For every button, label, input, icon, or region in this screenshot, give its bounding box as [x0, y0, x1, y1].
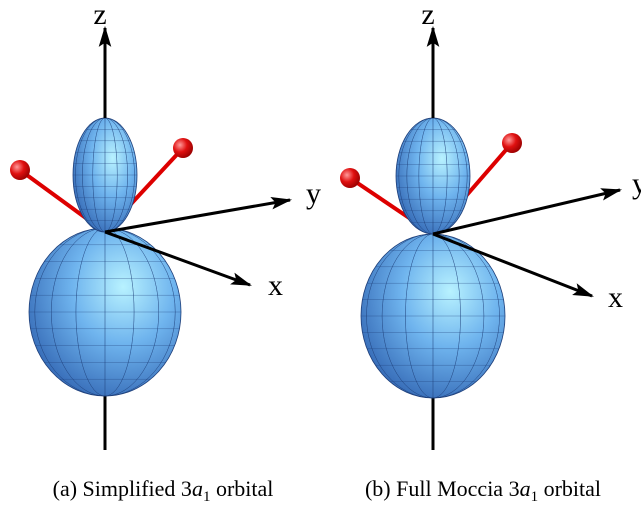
- figure: zyx(a) Simplified 3a1 orbital zyx(b) Ful…: [0, 0, 641, 512]
- caption-var: a: [192, 476, 203, 501]
- caption-text: orbital: [210, 476, 273, 501]
- axis-label: y: [306, 177, 321, 210]
- axis-label: y: [632, 167, 641, 200]
- caption-text: (a) Simplified 3: [53, 476, 192, 501]
- caption: (b) Full Moccia 3a1 orbital: [365, 476, 601, 505]
- caption: (a) Simplified 3a1 orbital: [53, 476, 274, 505]
- caption-sub: 1: [531, 489, 539, 505]
- panel-b: z y x (b) Full Moccia 3a1 orbital: [340, 0, 641, 505]
- caption-sub: 1: [203, 489, 211, 505]
- axis-label: x: [268, 269, 283, 302]
- hydrogen-atom: [502, 133, 522, 153]
- caption-var: a: [520, 476, 531, 501]
- hydrogen-atom: [173, 138, 193, 158]
- axis-label: z: [93, 0, 106, 31]
- caption-text: orbital: [538, 476, 601, 501]
- axis-label: z: [421, 0, 434, 31]
- axis-label: x: [608, 281, 623, 314]
- caption-text: (b) Full Moccia 3: [365, 476, 520, 501]
- hydrogen-atom: [10, 160, 30, 180]
- hydrogen-atom: [340, 168, 360, 188]
- panel-a: z y x (a) Simplified 3a1 orbital: [10, 0, 321, 505]
